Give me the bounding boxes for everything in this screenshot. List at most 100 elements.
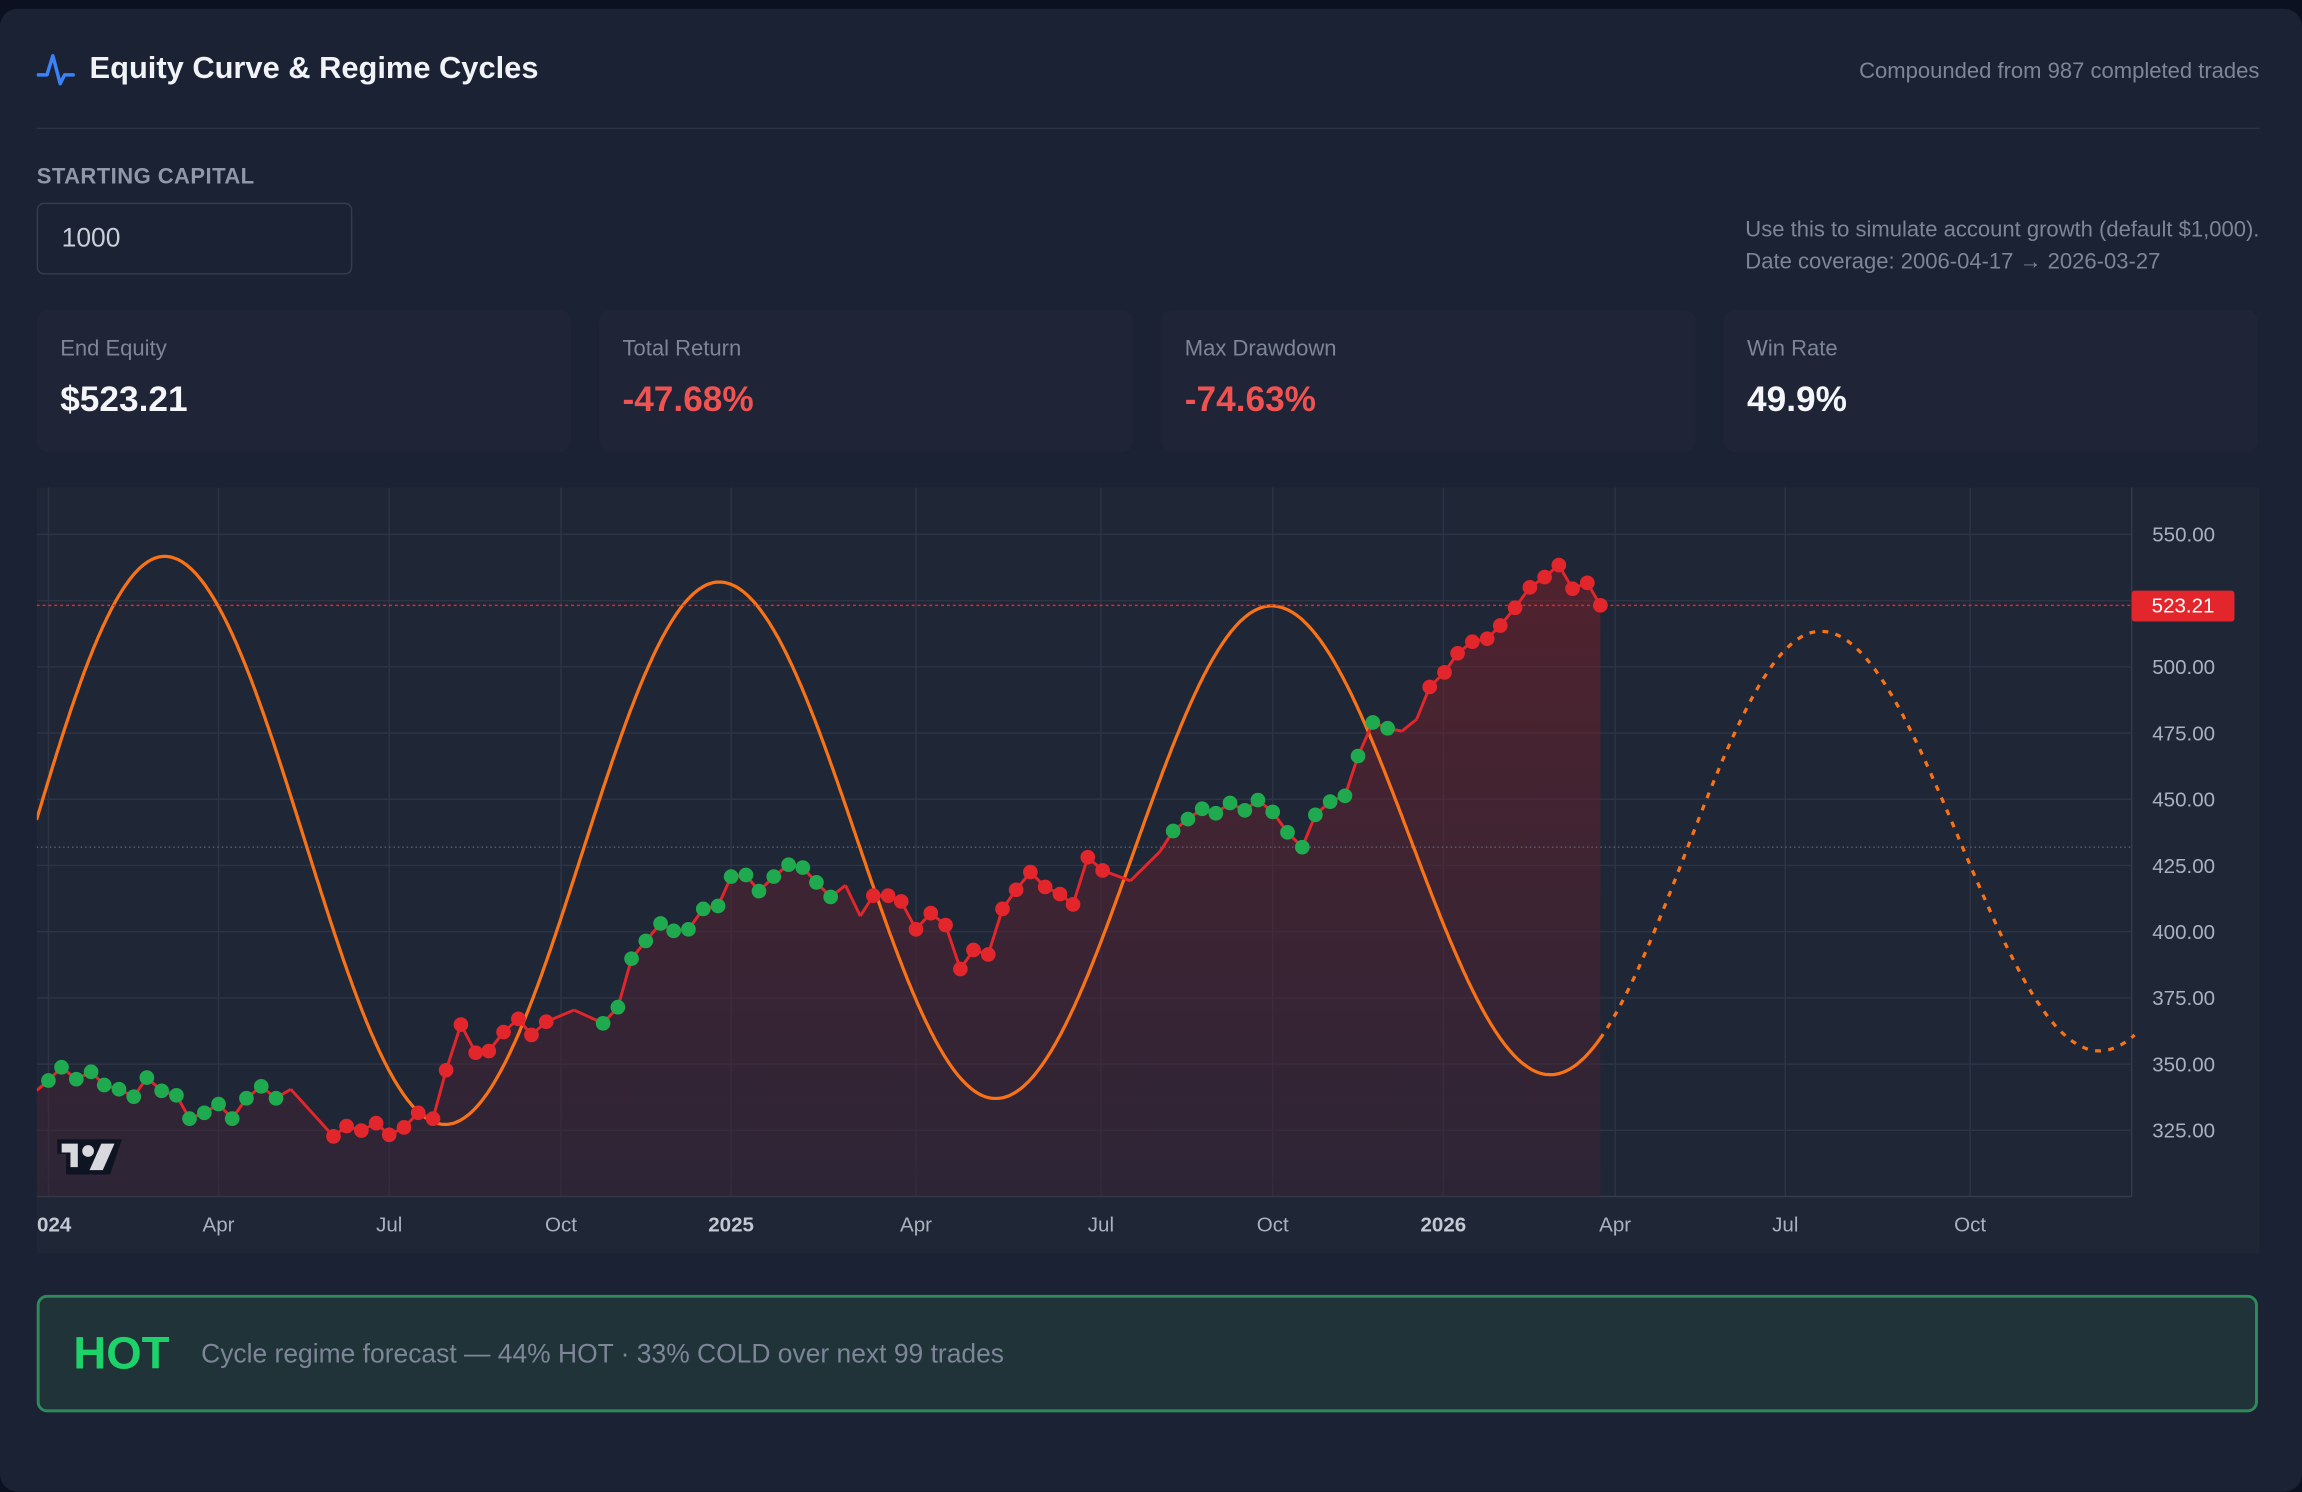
cold-trade-point	[966, 942, 981, 958]
cold-trade-point	[1492, 618, 1508, 633]
hot-trade-point	[823, 889, 839, 905]
stat-label: Total Return	[622, 336, 742, 362]
cold-trade-point	[1422, 679, 1438, 695]
hot-trade-point	[595, 1015, 611, 1031]
starting-capital-input[interactable]	[36, 202, 353, 275]
page-title: Equity Curve & Regime Cycles	[89, 51, 539, 86]
y-tick-label: 475.00	[2152, 722, 2215, 745]
date-coverage: Date coverage: 2006-04-17 → 2026-03-27	[1745, 249, 2161, 275]
equity-line-segment	[1129, 850, 1162, 882]
cold-trade-point	[453, 1017, 469, 1032]
stat-card-win-rate: Win Rate 49.9%	[1723, 309, 2258, 453]
hot-trade-point	[809, 875, 824, 890]
hot-trade-point	[653, 916, 668, 931]
hot-trade-point	[723, 869, 739, 884]
hot-trade-point	[710, 898, 726, 914]
stat-label: End Equity	[60, 336, 167, 362]
hot-trade-point	[169, 1087, 184, 1103]
cold-trade-point	[1565, 581, 1580, 597]
x-tick-label: Oct	[1257, 1214, 1289, 1237]
hot-trade-point	[139, 1070, 155, 1085]
equity-line-segment	[444, 1024, 463, 1071]
hot-trade-point	[624, 951, 639, 967]
cold-trade-point	[511, 1011, 526, 1027]
hot-trade-point	[695, 901, 711, 917]
cold-trade-point	[938, 917, 953, 933]
hot-trade-point	[41, 1073, 56, 1088]
last-price-label: 523.21	[2152, 595, 2215, 618]
y-tick-label: 400.00	[2152, 921, 2215, 944]
hot-trade-point	[1337, 788, 1353, 804]
logo-dot	[82, 1145, 94, 1157]
stat-card-total-return: Total Return -47.68%	[598, 309, 1134, 453]
header-divider	[36, 127, 2260, 130]
logo-shape	[61, 1143, 78, 1168]
hot-trade-point	[1280, 825, 1295, 840]
tradingview-logo-icon	[57, 1139, 122, 1175]
hot-trade-point	[1350, 748, 1366, 764]
panel-header: Equity Curve & Regime Cycles	[36, 50, 539, 88]
hot-trade-point	[1194, 801, 1210, 817]
cold-trade-point	[524, 1027, 539, 1043]
cold-trade-point	[866, 888, 881, 903]
cold-trade-point	[1450, 645, 1465, 661]
pulse-icon	[36, 54, 75, 86]
stat-value: $523.21	[60, 380, 188, 420]
cold-trade-point	[995, 901, 1010, 917]
cold-trade-point	[1095, 863, 1110, 878]
equity-chart[interactable]: 325.00 350.00 375.00 400.00 425.00 450.00 475.…	[36, 487, 2260, 1254]
equity-line-segment	[1071, 856, 1090, 905]
hot-trade-point	[638, 933, 654, 949]
hot-trade-point	[196, 1105, 212, 1121]
stat-label: Win Rate	[1747, 336, 1838, 362]
x-tick-label: Apr	[1599, 1214, 1631, 1237]
x-tick-label: Jul	[376, 1214, 402, 1237]
hot-trade-point	[111, 1081, 127, 1097]
x-tick-label: 2025	[708, 1214, 754, 1237]
stat-value: -74.63%	[1184, 380, 1316, 420]
hot-trade-point	[1180, 811, 1196, 827]
hot-trade-point	[766, 869, 782, 884]
hot-trade-point	[253, 1078, 269, 1094]
hot-trade-point	[1265, 804, 1281, 820]
hot-trade-point	[1165, 823, 1181, 839]
cold-trade-point	[468, 1045, 484, 1061]
equity-chart-svg[interactable]: 325.00 350.00 375.00 400.00 425.00 450.00 475.…	[36, 487, 2260, 1253]
hot-trade-point	[126, 1089, 142, 1105]
hot-trade-point	[68, 1071, 84, 1087]
cold-trade-point	[1008, 882, 1024, 898]
hot-trade-point	[666, 923, 682, 939]
hot-trade-point	[738, 867, 754, 883]
cold-trade-point	[893, 894, 909, 909]
equity-line-segment	[844, 884, 862, 917]
capital-note: Use this to simulate account growth (def…	[1745, 214, 2259, 279]
hot-trade-point	[268, 1090, 284, 1106]
regime-forecast-text: Cycle regime forecast — 44% HOT · 33% CO…	[201, 1338, 1005, 1369]
hot-trade-point	[1308, 807, 1323, 823]
stat-card-max-drawdown: Max Drawdown -74.63%	[1161, 309, 1696, 453]
cold-trade-point	[425, 1111, 441, 1126]
hot-trade-point	[1237, 803, 1253, 818]
hot-trade-point	[211, 1096, 226, 1112]
hot-trade-point	[751, 883, 767, 899]
x-tick-label: 2026	[1421, 1214, 1467, 1237]
cold-trade-point	[339, 1118, 354, 1134]
y-tick-label: 500.00	[2152, 656, 2215, 679]
cold-trade-point	[1579, 575, 1595, 591]
cold-trade-point	[1522, 580, 1538, 595]
cycle-line	[36, 554, 1602, 1127]
x-tick-label: Oct	[545, 1214, 577, 1237]
equity-line-segment	[289, 1088, 335, 1138]
regime-forecast-banner: HOT Cycle regime forecast — 44% HOT · 33…	[36, 1294, 2258, 1413]
hot-trade-point	[1208, 805, 1224, 821]
hot-trade-point	[1322, 794, 1338, 809]
cold-trade-point	[538, 1014, 554, 1030]
equity-line-segment	[616, 958, 633, 1008]
cold-trade-point	[1437, 665, 1452, 680]
hot-trade-point	[795, 860, 811, 875]
cold-trade-point	[923, 905, 939, 921]
hot-trade-point	[154, 1083, 169, 1099]
x-tick-label: Apr	[900, 1214, 932, 1237]
equity-area-fill	[36, 565, 1601, 1197]
